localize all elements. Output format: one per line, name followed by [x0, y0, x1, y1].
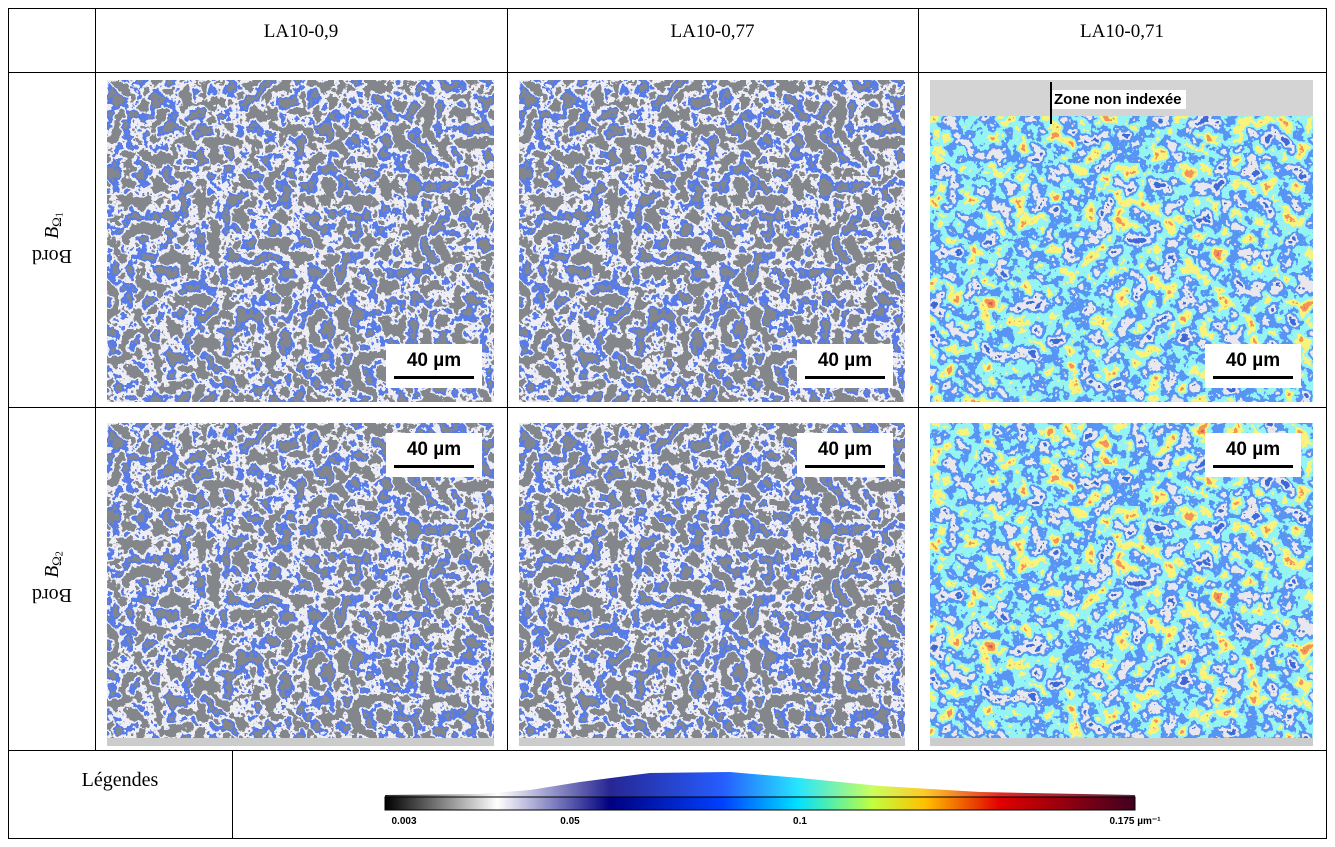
row-label-text: Bord — [31, 583, 72, 606]
colorbar — [384, 772, 1136, 811]
row-label-text: Bord — [31, 244, 72, 267]
annotation: Zone non indexée — [1050, 90, 1186, 109]
scale-bar: 40 µm — [797, 344, 893, 388]
row-label-subscript: Ω2 — [48, 551, 66, 566]
border — [8, 407, 1327, 408]
border — [8, 8, 9, 839]
row-label-index: 1 — [54, 212, 66, 218]
border — [1326, 8, 1327, 839]
border — [95, 8, 96, 750]
colorbar-tick-label: 0.05 — [560, 816, 580, 827]
column-header: LA10-0,71 — [1080, 21, 1164, 42]
row-label-subscript: Ω1 — [48, 212, 66, 227]
border — [232, 750, 233, 838]
scale-bar: 40 µm — [1205, 344, 1301, 388]
scale-bar: 40 µm — [386, 344, 482, 388]
scale-bar: 40 µm — [386, 433, 482, 477]
scale-bar-label: 40 µm — [1213, 350, 1293, 379]
border — [8, 750, 1327, 751]
column-header: LA10-0,9 — [263, 21, 339, 42]
row-label: Bord BΩ2 — [8, 407, 95, 750]
border — [8, 8, 1327, 9]
border — [8, 72, 1327, 73]
scale-bar-label: 40 µm — [805, 439, 885, 468]
column-header: LA10-0,77 — [670, 21, 755, 42]
border — [918, 8, 919, 750]
scale-bar: 40 µm — [797, 433, 893, 477]
colorbar-tick-label: 0.1 — [793, 816, 807, 827]
colorbar-tick-label: 0.003 — [391, 816, 417, 827]
scale-bar-label: 40 µm — [394, 439, 474, 468]
row-label-index: 2 — [54, 551, 66, 557]
row-label-symbol: B — [40, 565, 63, 578]
scale-bar-label: 40 µm — [805, 350, 885, 379]
scale-bar-label: 40 µm — [394, 350, 474, 379]
border — [507, 8, 508, 750]
row-label: Bord BΩ1 — [8, 72, 95, 407]
legend-label: Légendes — [81, 769, 159, 791]
scale-bar-label: 40 µm — [1213, 439, 1293, 468]
scale-bar: 40 µm — [1205, 433, 1301, 477]
border — [8, 838, 1327, 839]
colorbar-tick-label: 0.175 µm⁻¹ — [1109, 816, 1161, 827]
annotation-arrow — [1050, 82, 1052, 124]
row-label-symbol: B — [40, 226, 63, 239]
